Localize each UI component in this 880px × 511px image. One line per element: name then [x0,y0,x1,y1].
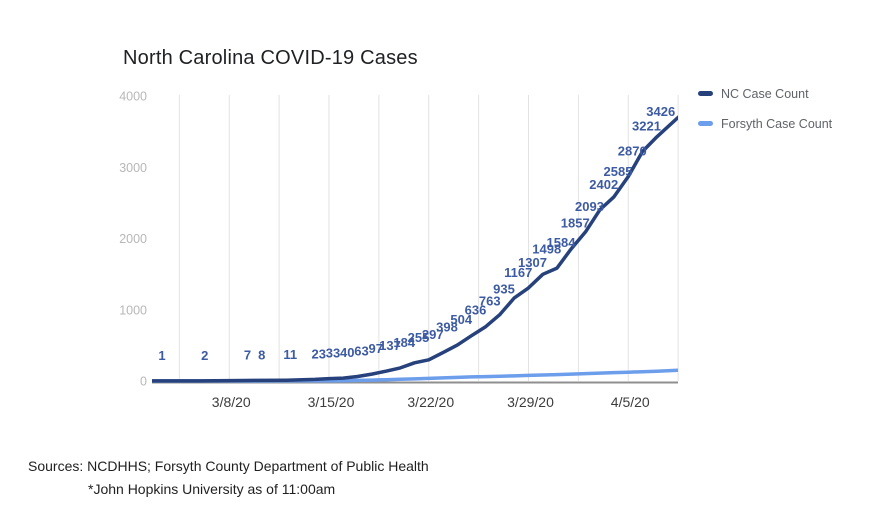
data-label: 2 [201,348,208,363]
data-label: 8 [258,347,265,362]
y-tick-label: 1000 [119,303,147,317]
data-label: 1307 [518,255,547,270]
sources-line-1: Sources: NCDHHS; Forsyth County Departme… [28,458,429,474]
data-label: 3221 [632,119,661,134]
data-label: 1857 [561,216,590,231]
chart-legend: NC Case Count Forsyth Case Count [698,86,833,131]
data-label: 255 [408,330,430,345]
data-label: 3426 [646,104,675,119]
legend-item-nc-case-count: NC Case Count [698,86,832,101]
legend-label-forsyth: Forsyth Case Count [721,116,833,131]
data-label: 7 [244,348,251,363]
data-label: 184 [393,335,415,350]
data-label: 1584 [547,235,577,250]
x-tick-label: 3/29/20 [507,394,554,410]
data-label: 1 [158,348,165,363]
nc-series-swatch-icon [698,91,713,96]
data-label: 2093 [575,199,604,214]
data-label: 63 [354,344,368,359]
sources-line-2: *John Hopkins University as of 11:00am [88,481,336,497]
legend-item-forsyth-case-count: Forsyth Case Count [698,116,833,131]
data-label: 33 [326,346,340,361]
y-tick-label: 4000 [119,90,147,104]
data-label: 137 [379,338,401,353]
x-tick-label: 3/8/20 [212,394,251,410]
legend-label-nc: NC Case Count [721,86,809,101]
data-label: 763 [479,294,501,309]
y-tick-label: 0 [140,375,147,389]
forsyth-series-swatch-icon [698,121,713,126]
data-label: 1498 [532,241,561,256]
x-tick-label: 4/5/20 [611,394,650,410]
nc-case-count-line [152,115,678,383]
data-label: 1167 [504,265,532,280]
data-label: 2402 [589,177,618,192]
y-tick-label: 3000 [119,161,147,175]
data-label: 97 [369,341,383,356]
data-label: 40 [340,345,354,360]
x-tick-label: 3/15/20 [308,394,355,410]
y-tick-label: 2000 [119,232,147,246]
data-label: 2585 [604,164,633,179]
x-tick-label: 3/22/20 [407,394,454,410]
chart-title: North Carolina COVID-19 Cases [123,47,418,69]
data-label: 23 [312,346,326,361]
sources-note: Sources: NCDHHS; Forsyth County Departme… [28,455,429,501]
data-label: 398 [436,320,458,335]
data-label: 297 [422,327,444,342]
data-label: 504 [450,312,472,327]
data-label: 2870 [618,144,647,159]
data-label: 636 [465,303,487,318]
data-label: 11 [283,347,297,362]
data-label: 935 [493,281,515,296]
